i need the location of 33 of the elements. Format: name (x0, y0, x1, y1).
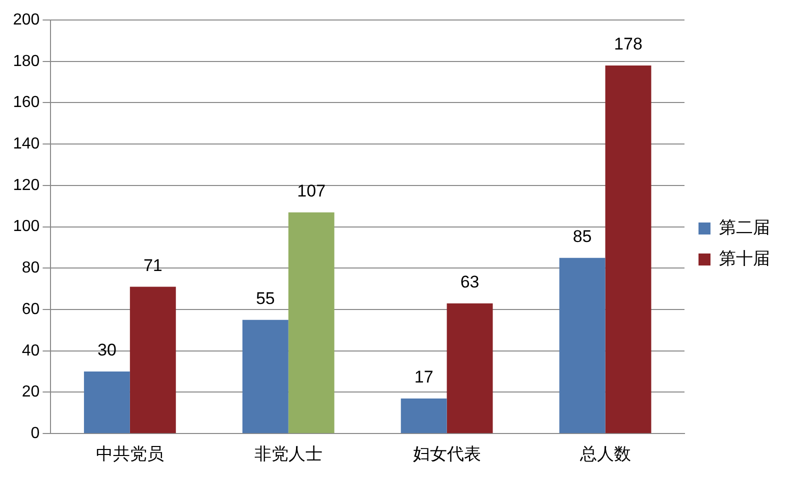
y-tick-label: 200 (12, 11, 40, 28)
data-label: 107 (297, 182, 326, 201)
bar (446, 303, 493, 434)
x-tick-label: 总人数 (578, 444, 631, 464)
data-label: 55 (256, 289, 275, 308)
y-tick-label: 100 (12, 218, 40, 236)
y-tick-label: 120 (12, 176, 40, 194)
bar (400, 398, 447, 434)
data-label: 30 (97, 340, 116, 360)
y-tick-label: 40 (22, 342, 40, 360)
y-tick-label: 140 (12, 135, 40, 152)
y-tick-label: 60 (22, 300, 40, 318)
bar (84, 372, 130, 434)
bar (288, 212, 334, 434)
y-tick-label: 20 (22, 384, 40, 401)
bar (242, 320, 288, 434)
bar (605, 65, 652, 434)
x-tick-label: 中共党员 (96, 444, 164, 464)
x-tick-label: 非党人士 (254, 444, 322, 464)
y-tick-label: 80 (22, 260, 40, 277)
y-tick-label: 160 (12, 94, 40, 112)
bar (130, 286, 176, 434)
y-tick-label: 180 (12, 52, 40, 70)
data-label: 178 (614, 34, 642, 54)
data-label: 63 (460, 272, 480, 292)
y-tick-label: 0 (30, 425, 40, 442)
legend-label: 第十届 (719, 249, 770, 268)
legend-label: 第二届 (719, 218, 770, 238)
data-label: 71 (143, 256, 162, 275)
bar (559, 258, 606, 434)
data-label: 17 (414, 368, 434, 387)
data-label: 85 (572, 227, 592, 246)
x-tick-label: 妇女代表 (412, 444, 481, 464)
